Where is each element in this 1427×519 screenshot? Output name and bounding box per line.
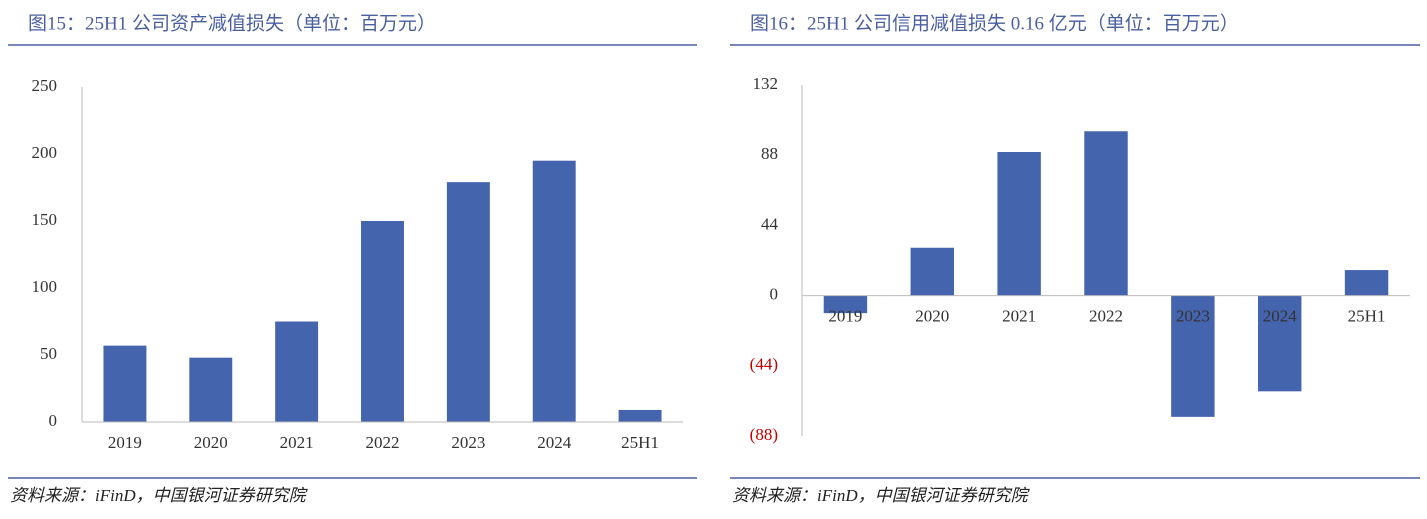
- x-tick-label: 2019: [108, 433, 142, 452]
- chart-title: 图16：25H1 公司信用减值损失 0.16 亿元（单位：百万元）: [750, 12, 1239, 34]
- x-tick-label: 2023: [451, 433, 485, 452]
- x-tick-label: 25H1: [1348, 307, 1386, 326]
- source: 资料来源：iFinD，中国银河证券研究院: [10, 486, 309, 505]
- y-tick-label: 100: [32, 277, 58, 296]
- x-tick-label: 2023: [1176, 307, 1210, 326]
- y-tick-label: 0: [49, 411, 58, 430]
- bar: [103, 345, 147, 422]
- bar: [1344, 270, 1389, 296]
- bar: [823, 295, 868, 314]
- bar: [361, 221, 404, 422]
- y-tick-label: 50: [40, 344, 57, 363]
- bar: [1258, 295, 1302, 392]
- bar: [1084, 131, 1128, 296]
- chart-title: 图15：25H1 公司资产减值损失（单位：百万元）: [28, 12, 436, 34]
- x-tick-label: 2020: [194, 433, 228, 452]
- y-tick-label: 200: [32, 143, 58, 162]
- y-tick-label: 132: [753, 74, 779, 93]
- x-tick-label: 2019: [828, 307, 862, 326]
- bar: [189, 357, 233, 422]
- y-tick-label: 0: [770, 285, 779, 304]
- y-tick-label: 250: [32, 76, 58, 95]
- y-tick-label: 44: [761, 214, 779, 233]
- bar: [446, 182, 490, 422]
- bar: [997, 152, 1041, 296]
- x-tick-label: 2024: [537, 433, 572, 452]
- bar: [618, 409, 662, 422]
- bar: [1171, 295, 1215, 417]
- y-tick-label: 150: [32, 210, 58, 229]
- bar: [532, 160, 576, 422]
- bar: [910, 247, 954, 296]
- y-tick-label: (88): [750, 425, 778, 444]
- x-tick-label: 2021: [1002, 307, 1036, 326]
- x-tick-label: 2021: [280, 433, 314, 452]
- y-tick-label: 88: [761, 144, 778, 163]
- y-tick-label: (44): [750, 355, 778, 374]
- source: 资料来源：iFinD，中国银河证券研究院: [732, 486, 1031, 505]
- bar: [275, 321, 319, 422]
- x-tick-label: 25H1: [621, 433, 659, 452]
- x-tick-label: 2024: [1263, 307, 1298, 326]
- x-tick-label: 2022: [1089, 307, 1123, 326]
- x-tick-label: 2022: [366, 433, 400, 452]
- x-tick-label: 2020: [915, 307, 949, 326]
